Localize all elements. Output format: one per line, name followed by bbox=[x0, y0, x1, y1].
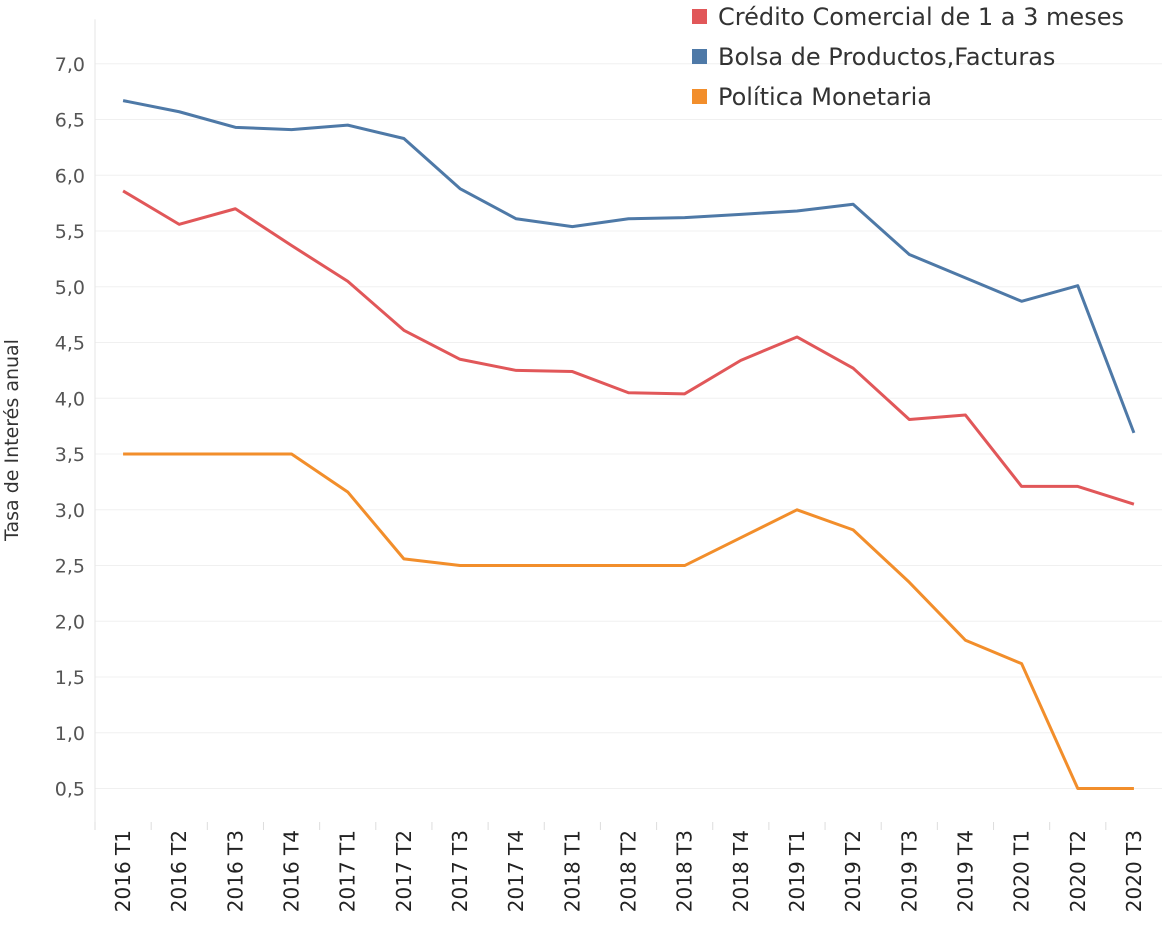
y-tick-label: 6,5 bbox=[55, 110, 85, 132]
y-tick-label: 4,5 bbox=[55, 333, 85, 355]
x-tick-label: 2016 T2 bbox=[167, 830, 191, 912]
y-tick-label: 6,0 bbox=[55, 165, 85, 187]
x-tick-label: 2017 T2 bbox=[392, 830, 416, 912]
y-tick-label: 0,5 bbox=[55, 779, 85, 801]
x-tick-label: 2020 T2 bbox=[1066, 830, 1090, 912]
x-tick-label: 2020 T3 bbox=[1122, 830, 1146, 912]
y-tick-label: 2,0 bbox=[55, 611, 85, 633]
x-tick-label: 2020 T1 bbox=[1010, 830, 1034, 912]
x-tick-label: 2017 T4 bbox=[504, 830, 528, 912]
legend-swatch bbox=[692, 49, 707, 64]
x-tick-label: 2018 T1 bbox=[560, 830, 584, 912]
series-line bbox=[122, 189, 1135, 506]
legend-label: Bolsa de Productos,Facturas bbox=[718, 43, 1055, 71]
x-tick-label: 2019 T1 bbox=[785, 830, 809, 912]
y-tick-label: 5,5 bbox=[55, 221, 85, 243]
y-tick-label: 3,0 bbox=[55, 500, 85, 522]
x-tick-label: 2018 T2 bbox=[617, 830, 641, 912]
x-tick-label: 2016 T3 bbox=[223, 830, 247, 912]
x-tick-label: 2017 T3 bbox=[448, 830, 472, 912]
x-tick-label: 2019 T3 bbox=[897, 830, 921, 912]
y-tick-label: 3,5 bbox=[55, 444, 85, 466]
x-tick-label: 2019 T4 bbox=[953, 830, 977, 912]
legend-swatch bbox=[692, 89, 707, 104]
y-tick-label: 2,5 bbox=[55, 556, 85, 578]
y-tick-label: 7,0 bbox=[55, 54, 85, 76]
x-tick-label: 2016 T1 bbox=[111, 830, 135, 912]
y-tick-label: 1,0 bbox=[55, 723, 85, 745]
x-tick-label: 2016 T4 bbox=[280, 830, 304, 912]
y-axis-title: Tasa de Interés anual bbox=[1, 339, 23, 542]
y-tick-label: 1,5 bbox=[55, 667, 85, 689]
legend-label: Crédito Comercial de 1 a 3 meses bbox=[718, 3, 1124, 31]
x-tick-label: 2017 T1 bbox=[336, 830, 360, 912]
series-line bbox=[122, 99, 1136, 434]
legend-swatch bbox=[692, 9, 707, 24]
series-line bbox=[123, 452, 1134, 791]
y-tick-label: 5,0 bbox=[55, 277, 85, 299]
x-tick-label: 2019 T2 bbox=[841, 830, 865, 912]
x-tick-label: 2018 T4 bbox=[729, 830, 753, 912]
legend-label: Política Monetaria bbox=[718, 83, 932, 111]
x-tick-label: 2018 T3 bbox=[673, 830, 697, 912]
y-tick-label: 4,0 bbox=[55, 388, 85, 410]
